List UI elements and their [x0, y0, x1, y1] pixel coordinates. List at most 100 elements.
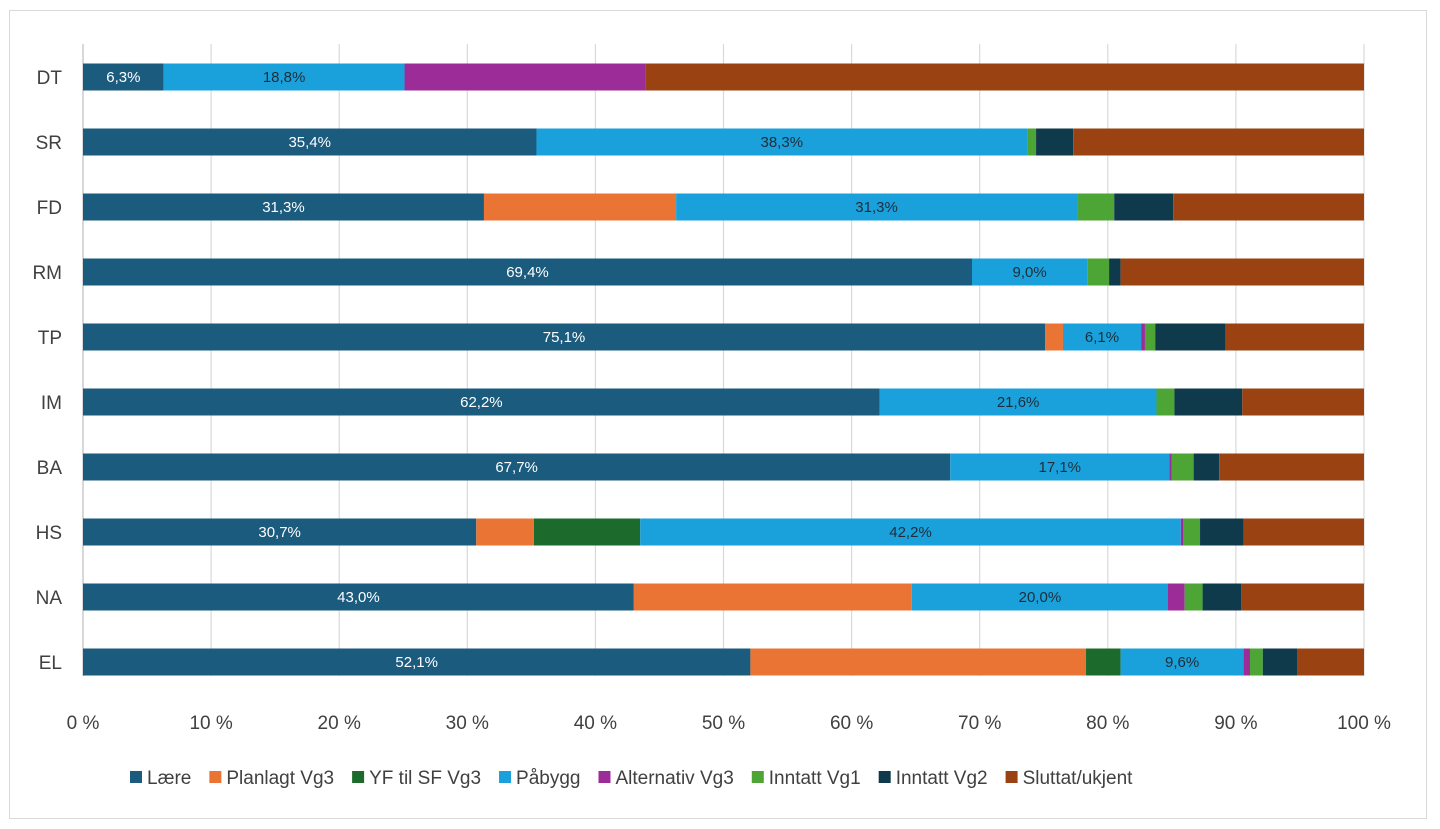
bar-segment	[1219, 453, 1364, 481]
x-tick-label: 100 %	[1337, 713, 1391, 734]
data-label: 31,3%	[855, 199, 898, 216]
data-label: 67,7%	[495, 459, 538, 476]
bar-segment	[1243, 648, 1250, 676]
bar-segment	[1144, 323, 1156, 351]
data-label: 18,8%	[263, 69, 306, 86]
bar-segment	[1249, 648, 1263, 676]
legend-swatch	[499, 771, 512, 783]
data-label: 75,1%	[543, 329, 586, 346]
bar-segment	[640, 518, 1181, 546]
legend-swatch	[1005, 771, 1018, 783]
bar-segment	[1073, 128, 1364, 156]
bar-segment	[1193, 453, 1220, 481]
category-label: TP	[38, 328, 62, 349]
bar-segment	[750, 648, 1087, 676]
bar-segment	[533, 518, 641, 546]
x-tick-label: 80 %	[1086, 713, 1129, 734]
data-label: 17,1%	[1038, 459, 1081, 476]
bar-segment	[83, 128, 537, 156]
data-label: 38,3%	[761, 134, 804, 151]
bar-segment	[1180, 518, 1184, 546]
bar-segment	[1114, 193, 1174, 221]
data-label: 31,3%	[262, 199, 305, 216]
bar-segment	[1262, 648, 1298, 676]
bar-segment	[911, 583, 1169, 611]
bar-segment	[1120, 648, 1244, 676]
bar-segment	[1243, 518, 1364, 546]
bar-segment	[1120, 258, 1364, 286]
bar-segment	[83, 453, 951, 481]
bar-segment	[1168, 583, 1185, 611]
x-tick-label: 40 %	[574, 713, 617, 734]
legend-label: Inntatt Vg1	[769, 768, 861, 789]
data-label: 35,4%	[288, 134, 331, 151]
bar-segment	[476, 518, 534, 546]
data-label: 52,1%	[395, 654, 438, 671]
bar-segment	[950, 453, 1170, 481]
bar-segment	[1062, 323, 1142, 351]
bar-segment	[1045, 323, 1063, 351]
legend-label: Planlagt Vg3	[226, 768, 334, 789]
legend-swatch	[130, 771, 142, 783]
bars: 6,3% 18,8% 35,4% 38,3% 31,3% 31,3% 69,4% 9,0% 75…	[83, 63, 1364, 676]
data-label: 42,2%	[889, 524, 932, 541]
legend-swatch	[598, 771, 611, 783]
legend-label: YF til SF Vg3	[369, 768, 481, 789]
x-tick-label: 90 %	[1214, 713, 1257, 734]
category-label: IM	[41, 393, 62, 414]
bar-segment	[676, 193, 1078, 221]
legend-swatch	[352, 771, 365, 783]
bar-segment	[1155, 323, 1226, 351]
bar-segment	[1027, 128, 1037, 156]
legend-label: Inntatt Vg2	[896, 768, 988, 789]
data-label: 43,0%	[337, 589, 380, 606]
bar-segment	[645, 63, 1364, 91]
bar-segment	[1173, 193, 1364, 221]
bar-segment	[83, 63, 164, 91]
bar-segment	[1174, 388, 1243, 416]
x-tick-label: 50 %	[702, 713, 745, 734]
category-label: FD	[37, 198, 62, 219]
bar-segment	[483, 193, 677, 221]
bar-segment	[83, 193, 484, 221]
bar-segment	[83, 323, 1046, 351]
bar-segment	[1109, 258, 1121, 286]
legend: Lære Planlagt Vg3 YF til SF Vg3 Påbygg Alter…	[130, 768, 1133, 789]
bar-segment	[1242, 388, 1364, 416]
legend-label: Lære	[147, 768, 191, 789]
data-label: 21,6%	[997, 394, 1040, 411]
bar-segment	[1202, 583, 1242, 611]
bar-segment	[1086, 648, 1121, 676]
legend-swatch	[209, 771, 222, 783]
legend-swatch	[878, 771, 891, 783]
bar-segment	[1297, 648, 1364, 676]
bar-segment	[1200, 518, 1244, 546]
bar-segment	[1141, 323, 1145, 351]
bar-segment	[404, 63, 646, 91]
bar-segment	[1241, 583, 1364, 611]
category-label: NA	[36, 588, 63, 609]
category-label: EL	[39, 653, 62, 674]
bar-segment	[83, 518, 477, 546]
bar-segment	[1169, 453, 1172, 481]
data-label: 62,2%	[460, 394, 503, 411]
bar-segment	[1225, 323, 1364, 351]
legend-label: Alternativ Vg3	[615, 768, 733, 789]
data-label: 69,4%	[506, 264, 549, 281]
bar-segment	[83, 388, 880, 416]
x-tick-label: 70 %	[958, 713, 1001, 734]
bar-segment	[879, 388, 1157, 416]
data-label: 30,7%	[258, 524, 301, 541]
bar-segment	[536, 128, 1028, 156]
data-label: 6,3%	[106, 69, 140, 86]
bar-segment	[1184, 583, 1203, 611]
bar-segment	[1077, 193, 1115, 221]
legend-swatch	[751, 771, 764, 783]
category-label: RM	[32, 263, 62, 284]
bar-segment	[1087, 258, 1110, 286]
bar-segment	[633, 583, 912, 611]
x-tick-label: 20 %	[318, 713, 361, 734]
category-label: SR	[36, 133, 62, 154]
bar-segment	[1171, 453, 1194, 481]
